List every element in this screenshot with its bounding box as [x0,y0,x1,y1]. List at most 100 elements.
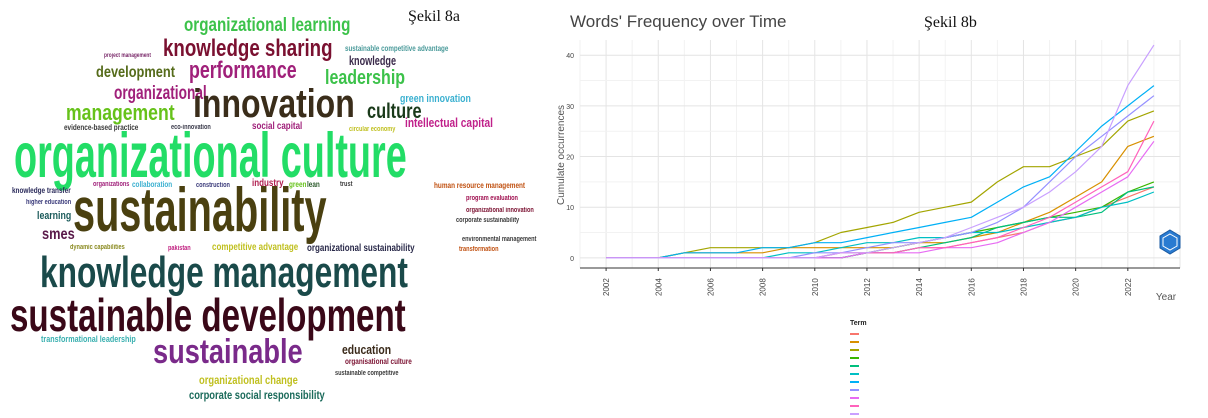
series-line [606,110,1155,259]
x-tick-label: 2004 [654,278,663,296]
y-tick-label: 0 [570,256,574,263]
wordcloud-word: pakistan [168,245,191,252]
y-tick-label: 30 [566,104,574,111]
wordcloud-word: organizational culture [14,121,407,191]
wordcloud-word: evidence-based practice [64,123,139,132]
wordcloud-word: knowledge transfer [12,186,71,195]
legend-swatch [850,373,859,375]
x-tick-label: 2010 [811,278,820,296]
wordcloud-word: sustainable [153,333,303,371]
legend-item [850,346,867,354]
wordcloud-word: sustainable competitive advantage [345,44,449,53]
wordcloud-word: intellectual capital [405,115,493,130]
wordcloud-word: organizational learning [184,15,351,36]
wordcloud-word: environmental management [462,236,537,243]
plot-area [580,40,1180,268]
legend-item [850,338,867,346]
wordcloud-word: lean [307,180,320,189]
x-tick-label: 2008 [759,278,768,296]
y-tick-label: 10 [566,205,574,212]
legend-swatch [850,333,859,335]
series-line [606,85,1155,259]
legend-item [850,370,867,378]
x-tick-label: 2018 [1019,278,1028,296]
wordcloud-word: higher education [26,199,72,206]
wordcloud-word: sustainable competitive [335,370,399,377]
legend-item [850,386,867,394]
legend-swatch [850,381,859,383]
legend-swatch [850,349,859,351]
wordcloud-word: organizational innovation [466,207,534,214]
legend-swatch [850,405,859,407]
legend-swatch [850,413,859,415]
wordcloud-word: organizational [114,83,207,104]
y-axis-label: Cumulate occurrences [556,105,567,205]
wordcloud-word: industry [252,178,284,189]
legend-swatch [850,389,859,391]
x-tick-label: 2012 [863,278,872,296]
line-chart: 2002 2004 2006 2008 2010 2012 2014 2016 2018 2020… [556,40,1181,303]
series-line [606,44,1155,259]
wordcloud-word: social capital [252,121,303,132]
legend-title: Term [850,320,867,327]
wordcloud-word: management [66,100,175,125]
legend-item [850,410,867,418]
wordcloud-word: knowledge sharing [163,35,333,62]
legend-item [850,362,867,370]
wordcloud-word: development [96,64,175,81]
wordcloud-word: education [342,342,392,357]
legend-item [850,394,867,402]
wordcloud-word: construction [196,182,230,189]
x-tick-label: 2002 [602,278,611,296]
legend-item [850,378,867,386]
x-tick-label: 2014 [915,278,924,296]
wordcloud-word: performance [189,57,297,84]
wordcloud-word: eco-innovation [171,124,211,131]
legend-item [850,330,867,338]
legend-item [850,402,867,410]
wordcloud-word: knowledge management [40,248,408,297]
figure-b-label: Şekil 8b [924,14,977,31]
legend-swatch [850,357,859,359]
bibliometrix-logo-icon [1159,229,1181,255]
x-axis-label: Year [1156,292,1177,303]
x-tick-label: 2016 [967,278,976,296]
wordcloud-word: organisational culture [345,357,412,366]
figure-a-label: Şekil 8a [408,8,460,25]
word-cloud: organizational learning knowledge sharing… [0,0,545,412]
wordcloud-word: program evaluation [466,195,518,202]
wordcloud-word: organizational change [199,373,298,387]
wordcloud-word: collaboration [132,180,173,189]
wordcloud-word: transformational leadership [41,334,136,344]
wordcloud-word: innovation [193,82,355,126]
x-tick-label: 2006 [706,278,715,296]
y-tick-label: 20 [566,155,574,162]
wordcloud-word: green [289,180,307,189]
x-tick-label: 2020 [1072,278,1081,296]
wordcloud-word: corporate social responsibility [189,388,325,402]
legend: Term [850,320,867,418]
wordcloud-word: project management [104,53,151,59]
wordcloud-word: green innovation [400,93,471,105]
wordcloud-word: leadership [325,67,406,89]
wordcloud-word: competitive advantage [212,242,299,253]
chart-title: Words' Frequency over Time [570,12,787,31]
wordcloud-word: transformation [459,246,499,253]
wordcloud-word: organizational sustainability [307,243,415,254]
wordcloud-word: learning [37,210,72,222]
legend-swatch [850,365,859,367]
wordcloud-word: human resource management [434,181,526,190]
legend-swatch [850,397,859,399]
wordcloud-word: corporate sustainability [456,217,520,224]
wordcloud-word: sustainability [73,176,327,245]
wordcloud-word: culture [367,100,422,123]
wordcloud-word: smes [42,226,75,243]
y-tick-label: 40 [566,53,574,60]
wordcloud-word: sustainable development [10,289,406,341]
wordcloud-word: trust [340,181,353,188]
legend-swatch [850,341,859,343]
wordcloud-word: organizations [93,181,130,188]
wordcloud-word: knowledge [349,53,397,68]
x-tick-label: 2022 [1124,278,1133,296]
wordcloud-word: dynamic capabilities [70,244,125,251]
